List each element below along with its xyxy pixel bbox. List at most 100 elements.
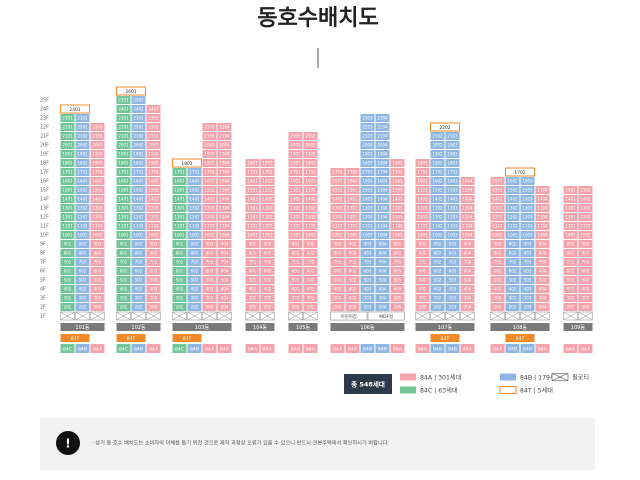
piloti-cross	[460, 311, 475, 321]
unit-number: 202	[307, 304, 315, 309]
legend-total: 총 548세대	[351, 380, 385, 389]
building-name-bar	[60, 323, 105, 331]
unit-number: 1303	[447, 205, 458, 210]
unit-number: 1402	[133, 196, 144, 201]
unit-number: 702	[135, 259, 143, 264]
building-name-bar	[330, 323, 405, 331]
building-name-bar	[415, 323, 475, 331]
unit-number: 1001	[62, 232, 73, 237]
unit-cell	[390, 159, 405, 167]
unit-cell	[75, 213, 90, 221]
unit-number: 1201	[565, 214, 576, 219]
unit-cell	[90, 186, 105, 194]
unit-number: 1102	[77, 223, 88, 228]
unit-number: 1003	[204, 232, 215, 237]
unit-cell	[445, 249, 460, 257]
unit-cell	[460, 204, 475, 212]
legend-label: 84B | 179세대	[520, 373, 562, 381]
unit-number: 1001	[565, 232, 576, 237]
unit-cell	[505, 249, 520, 257]
unit-cell	[520, 186, 535, 194]
unit-cell	[445, 240, 460, 248]
unit-cell	[460, 195, 475, 203]
unit-cell	[445, 186, 460, 194]
unit-cell	[131, 177, 146, 185]
unit-cell	[187, 195, 202, 203]
note-icon-bg	[56, 431, 80, 455]
unit-number: 201	[419, 304, 427, 309]
unit-cell	[260, 159, 275, 167]
unit-cell	[415, 186, 430, 194]
building-name: 101동	[75, 325, 90, 331]
unit-number: 1001	[492, 232, 503, 237]
unit-cell	[90, 177, 105, 185]
unit-number: 804	[379, 250, 387, 255]
unit-cell	[303, 276, 318, 284]
unit-number: 901	[494, 241, 502, 246]
unit-cell	[187, 168, 202, 176]
unit-number: 1101	[417, 223, 428, 228]
unit-number: 1004	[462, 232, 473, 237]
unit-number: 1003	[522, 232, 533, 237]
unit-cell	[75, 195, 90, 203]
unit-number: 1903	[447, 151, 458, 156]
unit-number: 1403	[204, 196, 215, 201]
unit-number: 1803	[362, 160, 373, 165]
unit-cell	[390, 186, 405, 194]
unit-number: 903	[364, 241, 372, 246]
unit-cell	[260, 168, 275, 176]
unit-number: 1504	[537, 187, 548, 192]
unit-number: 1004	[377, 232, 388, 237]
unit-cell	[90, 294, 105, 302]
unit-number: 1902	[432, 151, 443, 156]
unit-number: 1001	[290, 232, 301, 237]
unit-cell	[172, 267, 187, 275]
unit-number: 803	[94, 250, 102, 255]
floor-label: 22F	[40, 125, 49, 131]
unit-cell	[75, 141, 90, 149]
piloti-cross	[187, 311, 202, 321]
building-name: 108동	[513, 325, 528, 331]
unit-cell	[563, 213, 578, 221]
unit-cell	[90, 150, 105, 158]
unit-cell	[288, 150, 303, 158]
unit-cell	[90, 213, 105, 221]
unit-cell	[217, 213, 232, 221]
unit-number: 1201	[332, 214, 343, 219]
unit-cell	[116, 285, 131, 293]
unit-cell	[217, 249, 232, 257]
unit-number: 1903	[148, 151, 159, 156]
type-tag	[490, 344, 505, 353]
unit-number: 402	[264, 286, 272, 291]
type-tag-label: 84A	[149, 346, 159, 352]
unit-number: 804	[539, 250, 547, 255]
unit-cell	[445, 222, 460, 230]
unit-cell	[90, 267, 105, 275]
unit-number: 405	[394, 286, 402, 291]
unit-cell	[288, 222, 303, 230]
unit-number: 201	[176, 304, 184, 309]
unit-cell	[520, 294, 535, 302]
unit-number: 904	[539, 241, 547, 246]
type-tag	[172, 344, 187, 353]
unit-number: 1003	[92, 232, 103, 237]
unit-cell	[131, 141, 146, 149]
unit-number: 1002	[305, 232, 316, 237]
unit-number: 1503	[92, 187, 103, 192]
unit-cell	[202, 213, 217, 221]
unit-number: 503	[206, 277, 214, 282]
unit-cell	[330, 195, 345, 203]
unit-number: 1702	[305, 169, 316, 174]
unit-cell	[288, 186, 303, 194]
unit-number: 403	[364, 286, 372, 291]
legend-swatch-cross	[551, 373, 569, 381]
unit-number: 1505	[392, 187, 403, 192]
page-title: 동호수배치도	[257, 6, 378, 31]
unit-number: 1903	[362, 151, 373, 156]
unit-cell	[187, 267, 202, 275]
unit-number: 801	[249, 250, 257, 255]
unit-cell	[90, 222, 105, 230]
unit-cell	[535, 249, 550, 257]
unit-number: 704	[379, 259, 387, 264]
unit-cell	[535, 276, 550, 284]
